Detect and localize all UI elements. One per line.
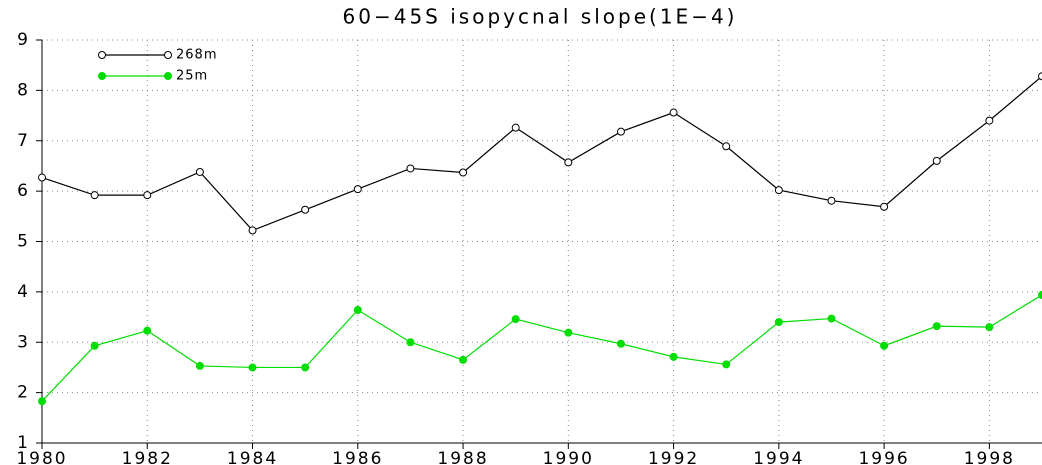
marker	[827, 314, 836, 323]
x-tick-label: 1998	[964, 449, 1015, 465]
x-tick-label: 1994	[753, 449, 804, 465]
marker	[774, 186, 783, 195]
marker	[248, 226, 257, 235]
marker	[406, 338, 415, 347]
marker	[774, 318, 783, 327]
y-tick-label: 9	[17, 30, 30, 50]
legend-marker	[164, 72, 172, 80]
marker	[459, 355, 468, 364]
x-tick-label: 1988	[437, 449, 488, 465]
marker	[1038, 72, 1042, 81]
marker	[511, 123, 520, 132]
x-tick-label: 1986	[332, 449, 383, 465]
series-line	[41, 75, 1042, 232]
marker	[90, 341, 99, 350]
legend-marker	[98, 51, 106, 59]
marker	[353, 185, 362, 194]
marker	[827, 196, 836, 205]
y-tick-label: 5	[17, 232, 30, 252]
marker	[616, 127, 625, 136]
marker	[38, 397, 46, 406]
marker	[143, 191, 152, 200]
x-tick-label: 1992	[648, 449, 699, 465]
y-tick-label: 7	[17, 131, 30, 151]
marker	[669, 108, 678, 117]
legend-label: 268m	[176, 48, 217, 63]
marker	[616, 339, 625, 348]
marker	[880, 341, 889, 350]
marker	[195, 361, 204, 370]
marker	[669, 352, 678, 361]
x-tick-label: 1996	[858, 449, 909, 465]
marker	[195, 167, 204, 176]
marker	[511, 315, 520, 324]
marker	[985, 116, 994, 125]
marker	[248, 363, 257, 372]
legend-label: 25m	[176, 69, 208, 84]
marker	[38, 173, 46, 182]
x-tick-label: 1982	[122, 449, 173, 465]
x-tick-label: 1984	[227, 449, 278, 465]
y-tick-label: 3	[17, 332, 30, 352]
marker	[564, 328, 573, 337]
marker	[1038, 290, 1042, 299]
series-line	[41, 294, 1042, 402]
marker	[932, 156, 941, 165]
y-tick-label: 1	[17, 433, 30, 453]
marker	[406, 164, 415, 173]
y-tick-label: 6	[17, 181, 30, 201]
marker	[880, 202, 889, 211]
marker	[564, 158, 573, 167]
x-tick-label: 1990	[543, 449, 594, 465]
y-tick-label: 4	[17, 282, 30, 302]
legend-marker	[164, 51, 172, 59]
y-tick-label: 8	[17, 80, 30, 100]
marker	[301, 363, 310, 372]
legend-marker	[98, 72, 106, 80]
marker	[722, 360, 731, 369]
marker	[932, 322, 941, 331]
marker	[353, 306, 362, 315]
marker	[90, 191, 99, 200]
marker	[301, 205, 310, 214]
marker	[143, 326, 152, 335]
chart-title: 60−45S isopycnal slope(1E−4)	[343, 5, 738, 29]
marker	[985, 323, 994, 332]
marker	[722, 142, 731, 151]
x-tick-label: 1980	[16, 449, 67, 465]
y-tick-label: 2	[17, 383, 30, 403]
marker	[459, 168, 468, 177]
